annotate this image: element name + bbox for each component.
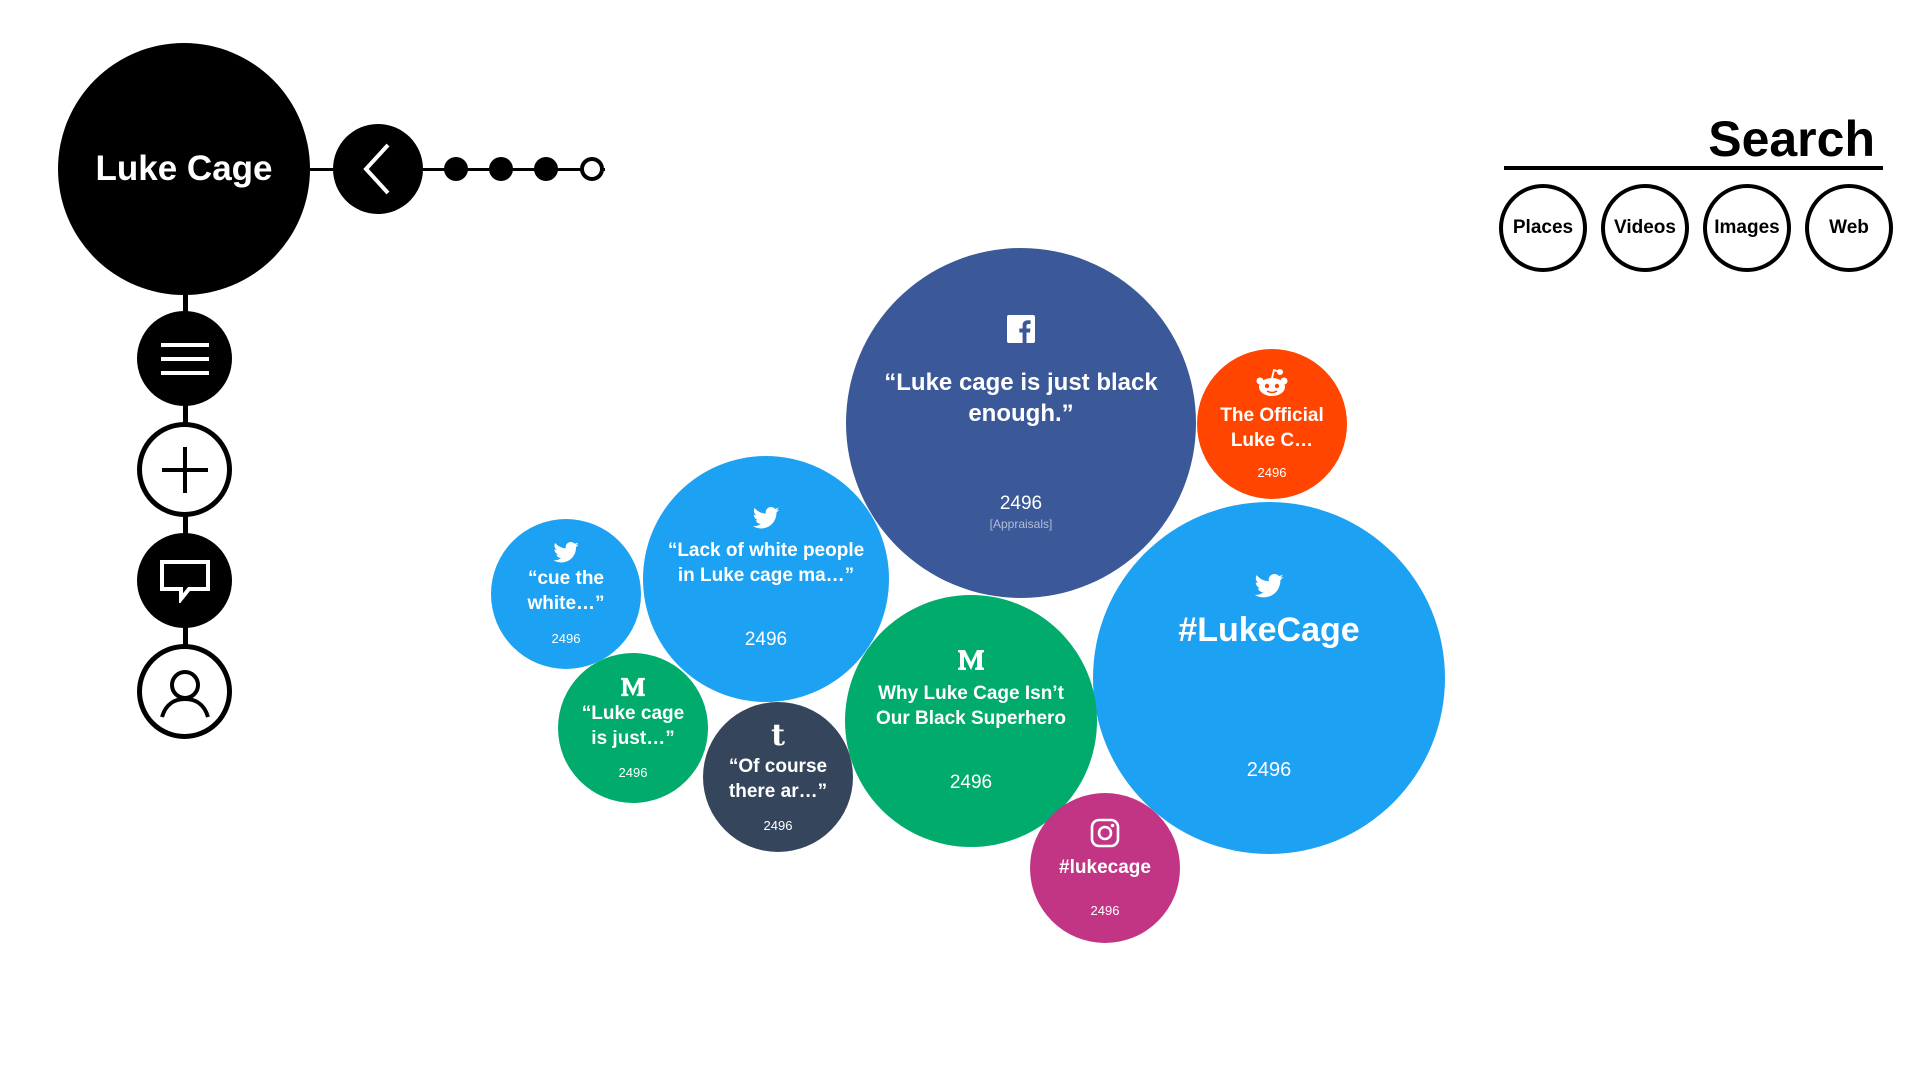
- bubble-text: #lukecage: [1059, 857, 1151, 879]
- bubble-text: “cue the white…”: [527, 568, 605, 614]
- bubble-text: “Lack of white people in Luke cage ma…”: [667, 540, 865, 586]
- comments-button[interactable]: [137, 533, 232, 628]
- bubble-count: 2496: [1090, 902, 1120, 918]
- plus-icon: [161, 446, 208, 493]
- chevron-left-icon: [358, 141, 398, 197]
- bubble-count: 2496: [1246, 758, 1292, 781]
- reddit-bubble[interactable]: The Official Luke C… 2496: [1197, 349, 1347, 499]
- filter-places-button[interactable]: Places: [1499, 184, 1587, 272]
- bubble-text: Why Luke Cage Isn’t Our Black Superhero: [875, 683, 1067, 729]
- tumblr-quote-bubble[interactable]: t “Of course there ar…” 2496: [703, 702, 853, 852]
- tumblr-icon: t: [771, 717, 785, 753]
- bubble-count: 2496: [551, 630, 581, 646]
- medium-icon: [956, 648, 986, 672]
- topic-node[interactable]: Luke Cage: [58, 43, 310, 295]
- bubble-count: 2496: [763, 818, 793, 834]
- bubble-text: #LukeCage: [1178, 611, 1360, 650]
- bubble-text: “Luke cage is just black enough.”: [884, 368, 1158, 427]
- bubble-text: “Of course there ar…”: [728, 755, 828, 802]
- filter-images-button[interactable]: Images: [1703, 184, 1791, 272]
- facebook-icon: [1007, 314, 1035, 343]
- bubble-count: 2496: [1257, 465, 1287, 481]
- instagram-hashtag-bubble[interactable]: #lukecage 2496: [1030, 793, 1180, 943]
- facebook-bubble[interactable]: “Luke cage is just black enough.” 2496 […: [846, 248, 1196, 598]
- menu-button[interactable]: [137, 311, 232, 406]
- bubble-count: 2496: [999, 493, 1043, 515]
- bubble-text: “Luke cage is just…”: [581, 702, 685, 749]
- search-underline: [1504, 166, 1883, 170]
- bubble-subtitle: [Appraisals]: [989, 517, 1053, 532]
- back-button[interactable]: [333, 124, 423, 214]
- speech-bubble-icon: [159, 559, 211, 603]
- profile-button[interactable]: [137, 644, 232, 739]
- filter-web-button[interactable]: Web: [1805, 184, 1893, 272]
- instagram-icon: [1090, 818, 1120, 848]
- search-title[interactable]: Search: [1708, 111, 1875, 167]
- twitter-icon: [553, 542, 579, 563]
- bubble-text: The Official Luke C…: [1220, 404, 1324, 451]
- twitter-hashtag-bubble[interactable]: #LukeCage 2496: [1093, 502, 1445, 854]
- filter-videos-button[interactable]: Videos: [1601, 184, 1689, 272]
- bubble-count: 2496: [949, 771, 993, 793]
- medium-icon: [619, 676, 647, 698]
- bubble-count: 2496: [744, 628, 788, 650]
- hamburger-menu-icon: [160, 341, 209, 377]
- medium-article-bubble[interactable]: Why Luke Cage Isn’t Our Black Superhero …: [845, 595, 1097, 847]
- twitter-quote-bubble[interactable]: “Lack of white people in Luke cage ma…” …: [643, 456, 889, 702]
- twitter-quote-bubble[interactable]: “cue the white…” 2496: [491, 519, 641, 669]
- bubble-count: 2496: [618, 765, 648, 781]
- reddit-icon: [1255, 368, 1289, 398]
- add-button[interactable]: [137, 422, 232, 517]
- topic-title: Luke Cage: [95, 149, 273, 188]
- history-dot[interactable]: [534, 157, 558, 181]
- user-icon: [150, 657, 220, 727]
- twitter-icon: [1254, 574, 1284, 598]
- history-dot[interactable]: [489, 157, 513, 181]
- medium-quote-bubble[interactable]: “Luke cage is just…” 2496: [558, 653, 708, 803]
- history-dot[interactable]: [444, 157, 468, 181]
- history-dot-current[interactable]: [580, 157, 604, 181]
- twitter-icon: [752, 507, 780, 529]
